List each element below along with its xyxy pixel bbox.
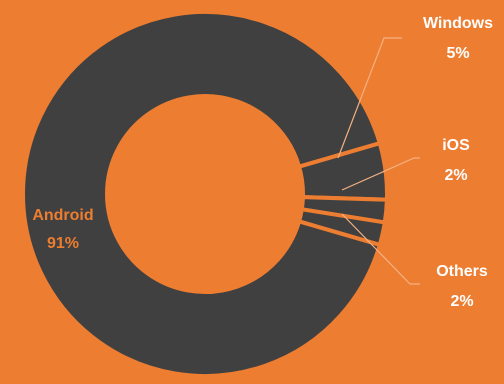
slice-android xyxy=(21,10,383,378)
slice-label-others: Others xyxy=(436,263,488,280)
leader-line-others xyxy=(341,213,420,285)
slice-label-windows: Windows xyxy=(423,15,493,32)
slice-value-android: 91% xyxy=(47,235,79,252)
slice-value-windows: 5% xyxy=(446,45,469,62)
slice-label-android: Android xyxy=(32,207,93,224)
slice-label-ios: iOS xyxy=(442,137,470,154)
slice-value-ios: 2% xyxy=(444,167,467,184)
slice-value-others: 2% xyxy=(450,293,473,310)
leader-line-ios xyxy=(341,157,420,191)
leader-line-windows xyxy=(337,37,402,159)
